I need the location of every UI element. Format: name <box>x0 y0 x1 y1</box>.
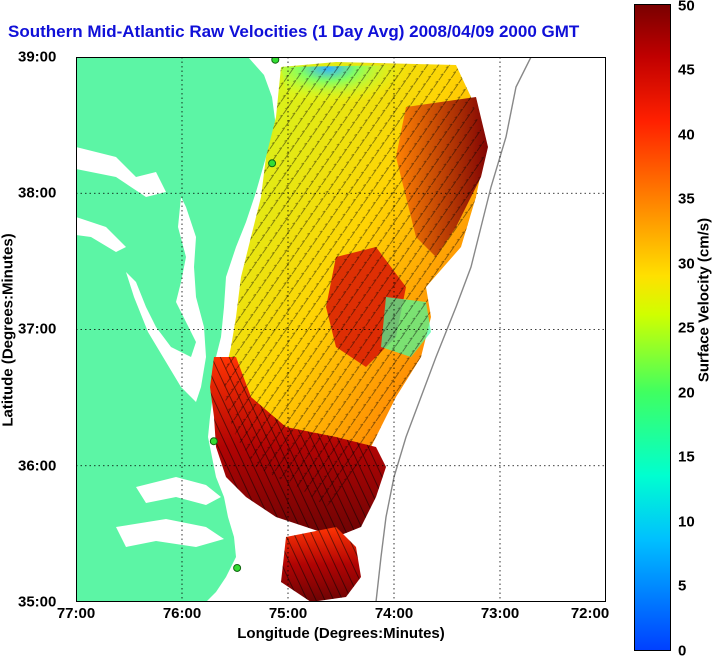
chesapeake-bay <box>126 177 206 402</box>
colorbar-tick-label: 45 <box>678 61 695 79</box>
radar-stations <box>209 57 280 572</box>
colorbar <box>634 4 671 651</box>
colorbar-tick-label: 40 <box>678 126 695 144</box>
colorbar-tick-label: 20 <box>678 384 695 402</box>
map-title: Southern Mid-Atlantic Raw Velocities (1 … <box>8 22 580 41</box>
colorbar-tick-label: 15 <box>678 448 695 466</box>
colorbar-tick-label: 5 <box>678 577 687 595</box>
map-canvas <box>76 57 606 602</box>
colorbar-tick-label: 35 <box>678 190 695 208</box>
grid-lines <box>76 57 606 602</box>
y-tick-label: 37:00 <box>18 320 57 338</box>
colorbar-tick-label: 0 <box>678 642 687 660</box>
colorbar-tick-label: 30 <box>678 255 695 273</box>
x-tick-label: 72:00 <box>570 605 610 622</box>
colorbar-label: Surface Velocity (cm/s) <box>695 217 713 383</box>
x-tick-label: 76:00 <box>162 605 202 622</box>
x-axis-label: Longitude (Degrees:Minutes) <box>237 625 445 642</box>
shelf-break-contour <box>375 57 532 602</box>
y-tick-label: 35:00 <box>18 593 57 611</box>
colorbar-tick-label: 25 <box>678 319 695 337</box>
radar-station-marker <box>271 57 280 64</box>
colorbar-tick-label: 10 <box>678 513 695 531</box>
y-tick-label: 36:00 <box>18 457 57 475</box>
colorbar-tick-label: 50 <box>678 0 695 15</box>
radar-station-marker <box>209 437 218 446</box>
x-tick-label: 77:00 <box>56 605 96 622</box>
x-tick-label: 73:00 <box>480 605 520 622</box>
radar-station-marker <box>268 159 277 168</box>
y-axis-label: Latitude (Degrees:Minutes) <box>0 233 17 427</box>
x-tick-label: 74:00 <box>374 605 414 622</box>
radar-station-marker <box>233 563 242 572</box>
x-tick-label: 75:00 <box>268 605 308 622</box>
y-tick-label: 39:00 <box>18 48 57 66</box>
y-tick-label: 38:00 <box>18 184 57 202</box>
map-plot-area <box>76 57 606 602</box>
